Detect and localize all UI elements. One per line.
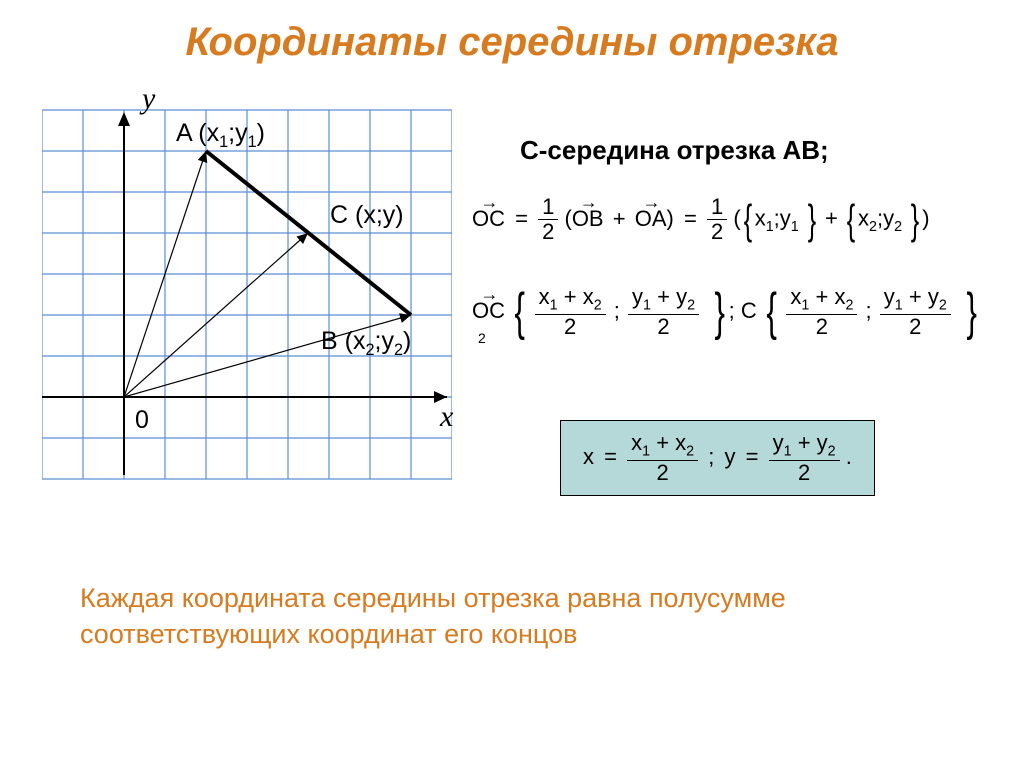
point-a-label: A (x1;y1) — [176, 119, 265, 152]
formula-oc-coords: OC { x1 + x2 2 ; y1 + y2 2 }; C { x1 + x… — [472, 282, 980, 342]
oc-sub2: 2 — [478, 330, 486, 346]
result-frac-y: y1 + y2 2 — [769, 431, 840, 485]
s1a: 1 — [766, 219, 774, 235]
subtitle: C-середина отрезка АВ; — [520, 135, 829, 166]
frac-ysum2: y1 + y2 2 — [880, 285, 951, 339]
footer-statement: Каждая координата середины отрезка равна… — [80, 580, 880, 653]
x1a: x — [755, 206, 766, 231]
y-axis-label: y — [142, 82, 155, 116]
semi4: ; — [729, 298, 735, 323]
plus2: + — [825, 206, 838, 231]
vec-oc2: OC — [472, 298, 505, 324]
eq1: = — [515, 206, 528, 231]
req1: = — [604, 444, 617, 469]
frac-xsum: x1 + x2 2 — [535, 285, 606, 339]
result-frac-x: x1 + x2 2 — [627, 431, 698, 485]
half-frac-2: 12 — [707, 195, 727, 244]
vec-oa: OA — [635, 206, 667, 232]
rdot: . — [846, 444, 852, 469]
rx: x — [583, 444, 594, 469]
point-c-label: C (x;y) — [330, 201, 404, 230]
frac-xsum2: x1 + x2 2 — [786, 285, 857, 339]
frac-ysum: y1 + y2 2 — [628, 285, 699, 339]
sy1a: 1 — [791, 219, 799, 235]
rsemi: ; — [708, 444, 714, 469]
c-label: C — [741, 298, 757, 323]
page-title: Координаты середины отрезка — [0, 20, 1024, 65]
eq2: = — [684, 206, 697, 231]
s2a: 2 — [869, 219, 877, 235]
point-b-label: B (x2;y2) — [321, 327, 411, 360]
y2a: y — [883, 206, 894, 231]
vec-ob: OB — [572, 206, 604, 232]
origin-label: 0 — [135, 406, 149, 435]
formula-oc-expansion: OC = 12 (OB + OA) = 12 ({x1;y1 } + {x2;y… — [472, 195, 930, 244]
plus1: + — [613, 206, 626, 231]
x-axis-label: x — [440, 400, 453, 434]
sy2a: 2 — [894, 219, 902, 235]
x2a: x — [858, 206, 869, 231]
ry: y — [725, 444, 736, 469]
semi5: ; — [866, 298, 872, 323]
y1a: y — [780, 206, 791, 231]
req2: = — [746, 444, 759, 469]
coordinate-graph: y x 0 A (x1;y1) C (x;y) B (x2;y2) — [42, 90, 452, 480]
semi3: ; — [614, 298, 620, 323]
half-frac-1: 12 — [538, 195, 558, 244]
vec-oc: OC — [472, 206, 505, 232]
result-formula-box: x = x1 + x2 2 ; y = y1 + y2 2 . — [560, 420, 875, 496]
